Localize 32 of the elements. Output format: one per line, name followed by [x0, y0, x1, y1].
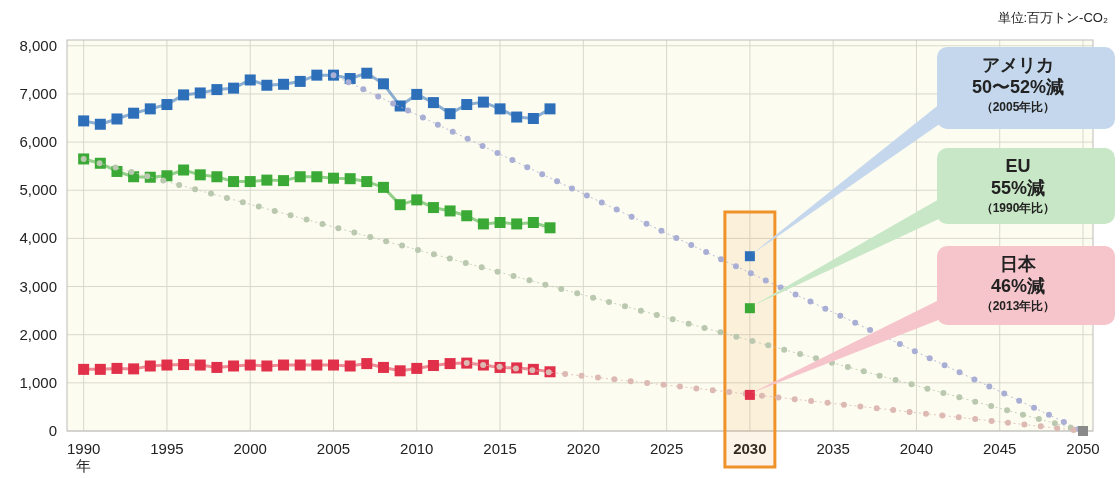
- annotation: （2013年比）: [980, 299, 1056, 313]
- annotation: 50〜52%減: [971, 77, 1065, 97]
- y-tick-label: 0: [48, 422, 57, 439]
- annotation: 日本: [1000, 254, 1037, 274]
- y-tick-label: 4,000: [19, 229, 57, 247]
- y-tick-label: 2,000: [19, 325, 57, 343]
- x-tick-label: 2035: [816, 440, 850, 457]
- x-tick-label: 1995: [150, 440, 184, 457]
- x-tick-label: 2045: [983, 440, 1017, 457]
- x-tick-label: 2005: [316, 440, 351, 457]
- x-tick-label: 2050: [1066, 440, 1100, 457]
- x-tick-label: 2025: [649, 440, 684, 457]
- y-axis-title: 単位:百万トン-CO₂: [997, 10, 1108, 25]
- x-tick-label: 2000: [233, 440, 267, 457]
- x-tick-label: 1990 年: [66, 440, 101, 474]
- annotation: 46%減: [990, 276, 1046, 296]
- annotation: （1990年比）: [980, 201, 1056, 215]
- y-tick-label: 5,000: [19, 181, 57, 199]
- y-tick-label: 8,000: [19, 36, 57, 54]
- y-tick-label: 3,000: [19, 277, 57, 295]
- annotation: （2005年比）: [980, 100, 1056, 114]
- x-tick-label: 2040: [899, 440, 934, 457]
- annotation: アメリカ: [982, 55, 1054, 75]
- annotation: EU: [1005, 156, 1031, 176]
- annotation: 55%減: [990, 178, 1046, 198]
- x-tick-label: 2030: [733, 440, 767, 457]
- y-tick-label: 6,000: [19, 133, 57, 151]
- x-tick-label: 2010: [400, 440, 434, 457]
- x-tick-label: 2020: [566, 440, 601, 457]
- y-tick-label: 1,000: [19, 373, 57, 391]
- x-tick-label: 2015: [483, 440, 517, 457]
- y-tick-label: 7,000: [19, 84, 57, 102]
